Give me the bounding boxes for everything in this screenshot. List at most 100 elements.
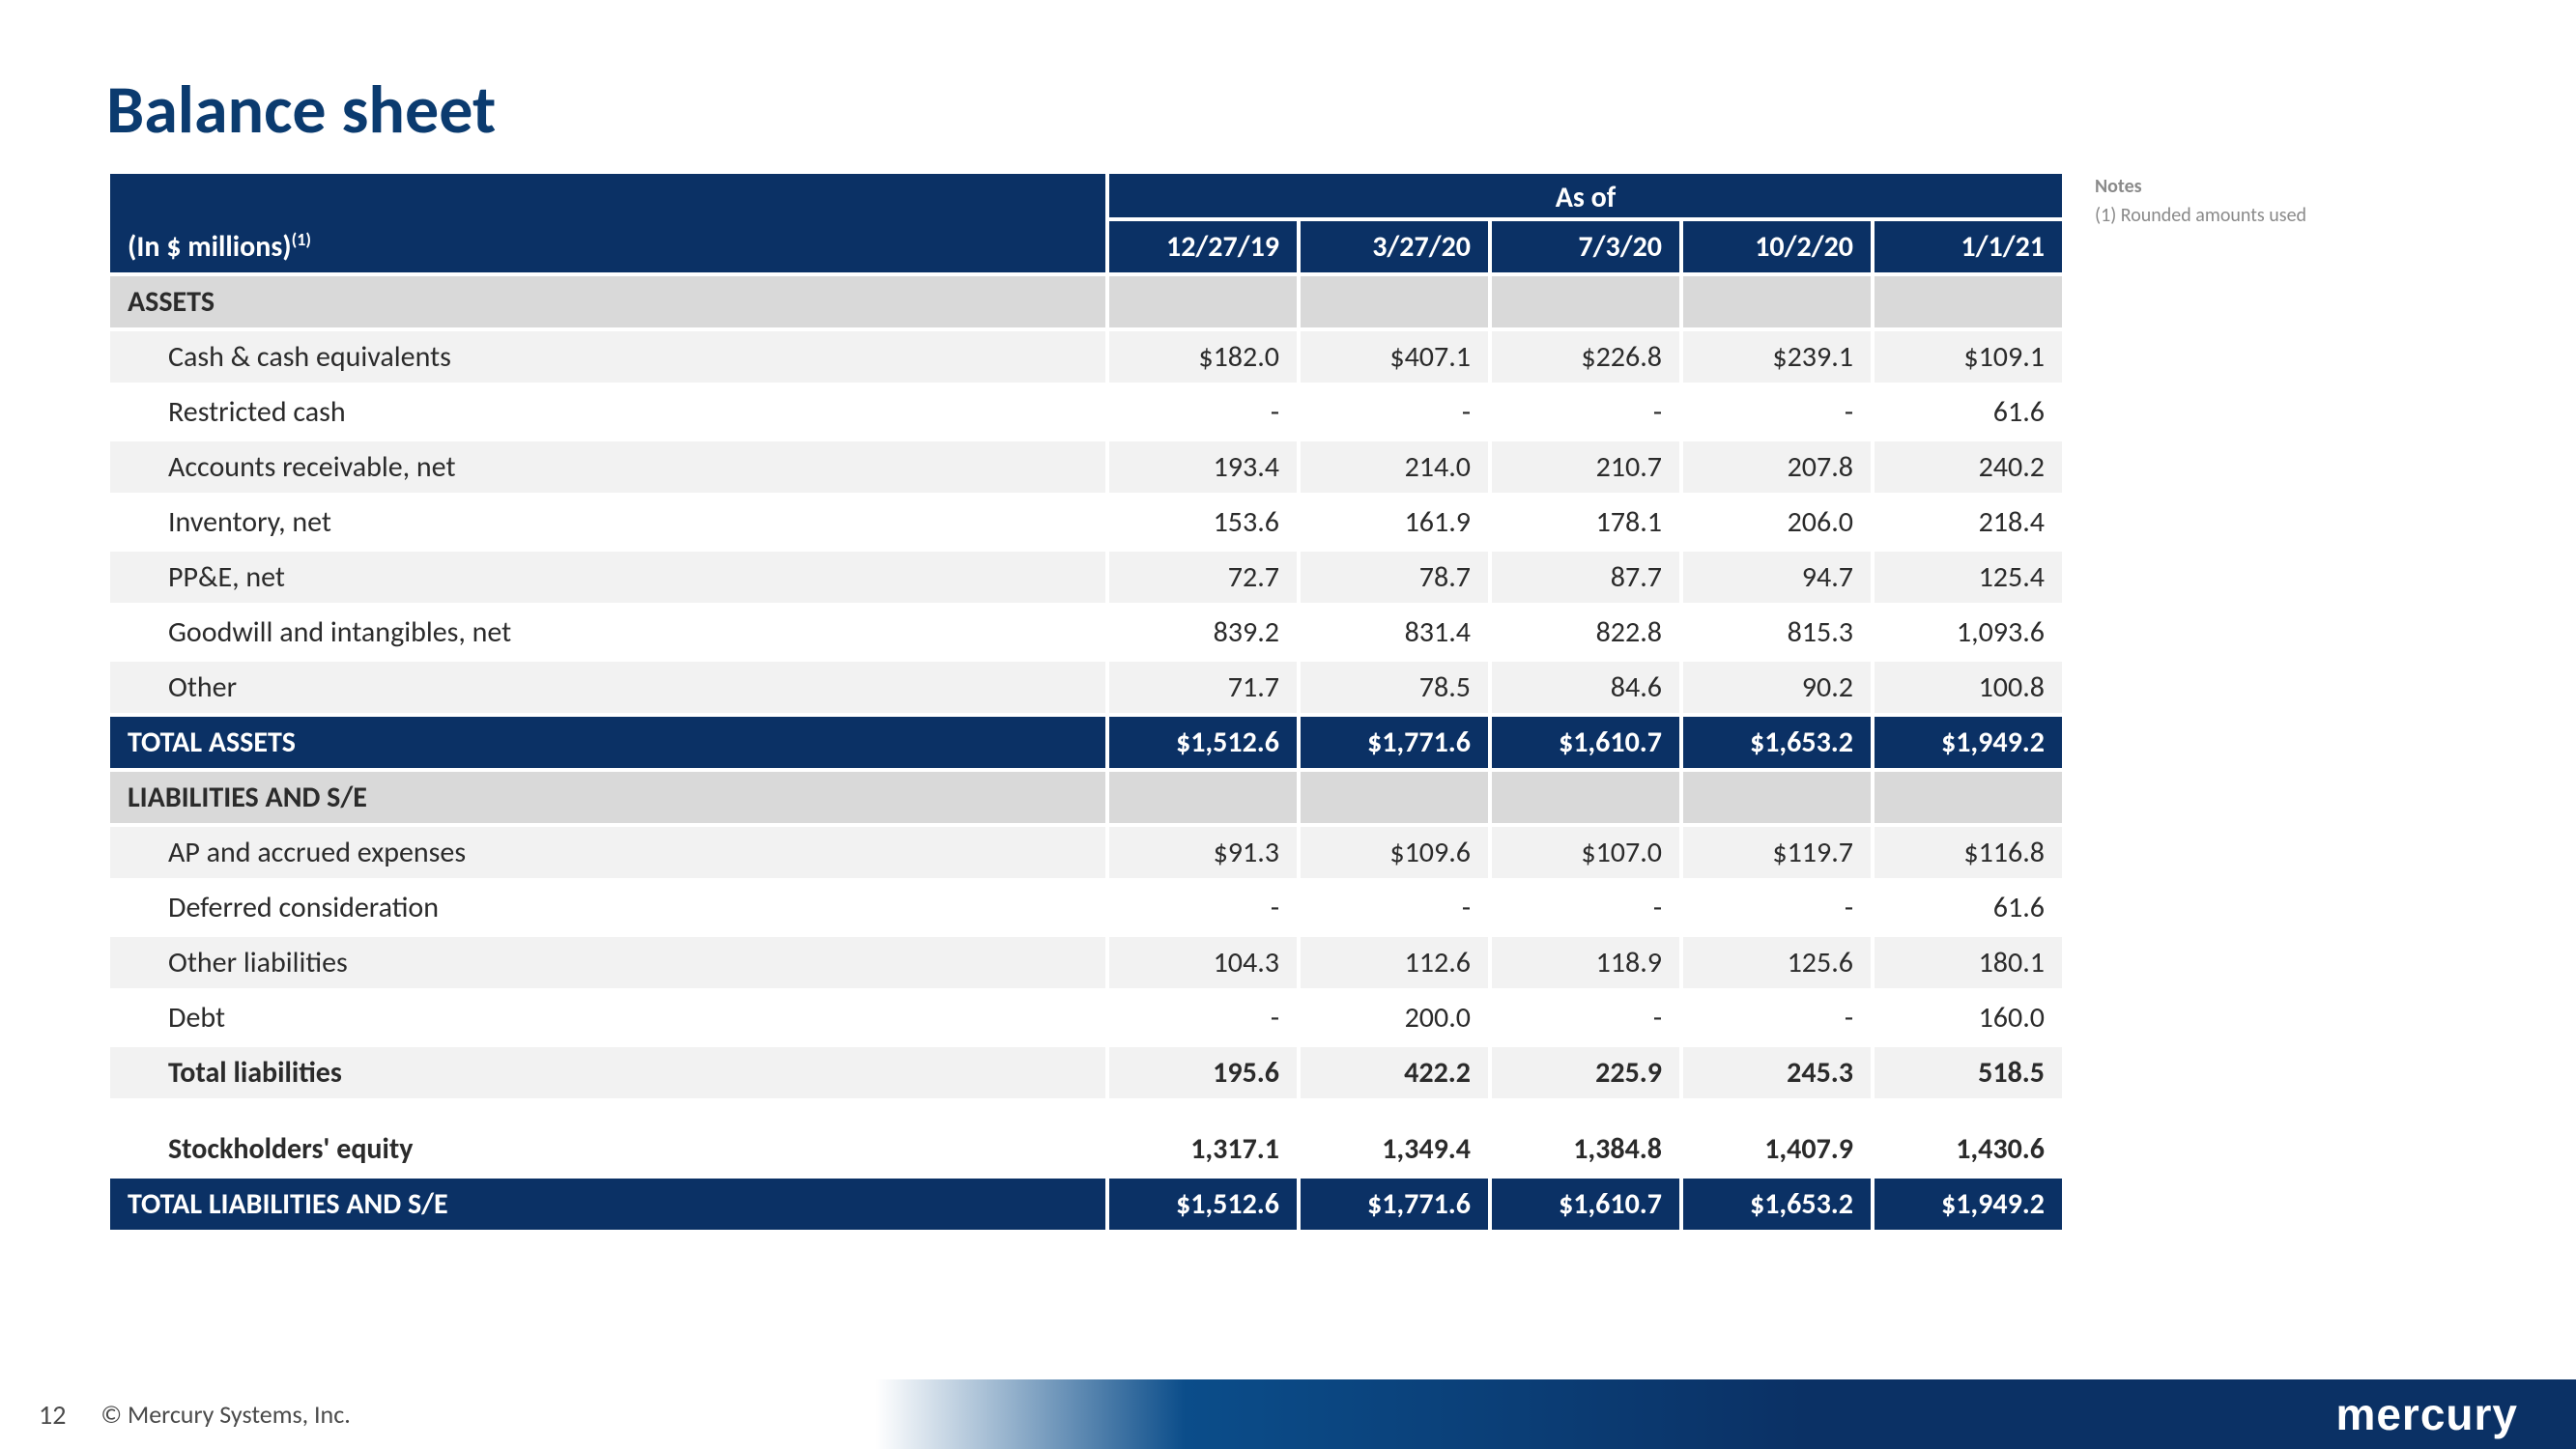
total-value: $1,771.6 — [1301, 717, 1488, 768]
row-value: 193.4 — [1109, 441, 1297, 493]
row-value: 815.3 — [1683, 607, 1871, 658]
row-value: - — [1492, 882, 1679, 933]
page-number: 12 — [39, 1398, 66, 1432]
row-value: $91.3 — [1109, 827, 1297, 878]
slide: Balance sheet (In $ millions)(1)As of12/… — [0, 0, 2576, 1449]
row-value: - — [1492, 992, 1679, 1043]
row-value: 78.7 — [1301, 552, 1488, 603]
total-value: $1,610.7 — [1492, 1179, 1679, 1230]
notes-panel: Notes (1) Rounded amounts used — [2095, 170, 2346, 230]
section-header-cell — [1492, 276, 1679, 327]
total-value: $1,771.6 — [1301, 1179, 1488, 1230]
row-value: $407.1 — [1301, 331, 1488, 383]
row-value: - — [1683, 882, 1871, 933]
row-value: 210.7 — [1492, 441, 1679, 493]
row-value: 160.0 — [1875, 992, 2062, 1043]
row-value: 94.7 — [1683, 552, 1871, 603]
section-header-cell — [1875, 276, 2062, 327]
section-header-cell — [1301, 772, 1488, 823]
row-value: - — [1109, 386, 1297, 438]
row-value: 84.6 — [1492, 662, 1679, 713]
row-value: - — [1301, 386, 1488, 438]
section-header-cell — [1109, 276, 1297, 327]
row-value: 218.4 — [1875, 497, 2062, 548]
row-value: 518.5 — [1875, 1047, 2062, 1098]
row-value: 100.8 — [1875, 662, 2062, 713]
note-item: (1) Rounded amounts used — [2095, 201, 2346, 230]
brand-logo: mercury — [2335, 1388, 2518, 1440]
row-value: - — [1301, 882, 1488, 933]
footer: 12 © Mercury Systems, Inc. mercury — [0, 1379, 2576, 1449]
row-value: 195.6 — [1109, 1047, 1297, 1098]
row-label: Other liabilities — [110, 937, 1105, 988]
row-value: 1,349.4 — [1301, 1123, 1488, 1175]
row-label: Stockholders' equity — [110, 1123, 1105, 1175]
row-value: 839.2 — [1109, 607, 1297, 658]
total-value: $1,512.6 — [1109, 717, 1297, 768]
total-value: $1,653.2 — [1683, 1179, 1871, 1230]
row-label: Total liabilities — [110, 1047, 1105, 1098]
section-header-cell — [1683, 276, 1871, 327]
row-value: - — [1683, 386, 1871, 438]
row-value: 1,430.6 — [1875, 1123, 2062, 1175]
content-row: (In $ millions)(1)As of12/27/193/27/207/… — [106, 170, 2470, 1234]
section-header-cell — [1301, 276, 1488, 327]
date-header: 12/27/19 — [1109, 221, 1297, 272]
row-value: 831.4 — [1301, 607, 1488, 658]
row-value: 240.2 — [1875, 441, 2062, 493]
section-header-cell — [1875, 772, 2062, 823]
date-header: 1/1/21 — [1875, 221, 2062, 272]
row-value: 118.9 — [1492, 937, 1679, 988]
total-value: $1,653.2 — [1683, 717, 1871, 768]
date-header: 7/3/20 — [1492, 221, 1679, 272]
total-value: $1,610.7 — [1492, 717, 1679, 768]
row-value: 1,407.9 — [1683, 1123, 1871, 1175]
row-value: $226.8 — [1492, 331, 1679, 383]
row-value: 180.1 — [1875, 937, 2062, 988]
row-value: $107.0 — [1492, 827, 1679, 878]
section-header: LIABILITIES AND S/E — [110, 772, 1105, 823]
total-label: TOTAL ASSETS — [110, 717, 1105, 768]
section-header-cell — [1492, 772, 1679, 823]
row-value: 90.2 — [1683, 662, 1871, 713]
row-label: PP&E, net — [110, 552, 1105, 603]
row-label: Goodwill and intangibles, net — [110, 607, 1105, 658]
row-value: 78.5 — [1301, 662, 1488, 713]
balance-sheet-table-wrap: (In $ millions)(1)As of12/27/193/27/207/… — [106, 170, 2066, 1234]
row-value: 104.3 — [1109, 937, 1297, 988]
row-label: Inventory, net — [110, 497, 1105, 548]
row-value: 61.6 — [1875, 386, 2062, 438]
row-value: 112.6 — [1301, 937, 1488, 988]
row-label: Cash & cash equivalents — [110, 331, 1105, 383]
row-label: Other — [110, 662, 1105, 713]
row-label: Deferred consideration — [110, 882, 1105, 933]
row-value: 61.6 — [1875, 882, 2062, 933]
row-value: 225.9 — [1492, 1047, 1679, 1098]
row-value: 245.3 — [1683, 1047, 1871, 1098]
units-header: (In $ millions)(1) — [110, 174, 1105, 272]
row-value: $116.8 — [1875, 827, 2062, 878]
row-value: - — [1492, 386, 1679, 438]
total-value: $1,949.2 — [1875, 1179, 2062, 1230]
row-value: 1,093.6 — [1875, 607, 2062, 658]
page-title: Balance sheet — [106, 68, 2470, 151]
row-value: - — [1683, 992, 1871, 1043]
row-value: 207.8 — [1683, 441, 1871, 493]
row-value: 1,317.1 — [1109, 1123, 1297, 1175]
notes-list: (1) Rounded amounts used — [2095, 201, 2346, 230]
row-value: 1,384.8 — [1492, 1123, 1679, 1175]
row-value: 87.7 — [1492, 552, 1679, 603]
date-header: 3/27/20 — [1301, 221, 1488, 272]
row-value: 153.6 — [1109, 497, 1297, 548]
row-value: 125.4 — [1875, 552, 2062, 603]
row-value: - — [1109, 992, 1297, 1043]
row-label: AP and accrued expenses — [110, 827, 1105, 878]
asof-header: As of — [1109, 174, 2062, 217]
balance-sheet-table: (In $ millions)(1)As of12/27/193/27/207/… — [106, 170, 2066, 1234]
row-value: 125.6 — [1683, 937, 1871, 988]
section-header: ASSETS — [110, 276, 1105, 327]
copyright: © Mercury Systems, Inc. — [100, 1399, 350, 1430]
row-value: 822.8 — [1492, 607, 1679, 658]
total-value: $1,949.2 — [1875, 717, 2062, 768]
row-value: $239.1 — [1683, 331, 1871, 383]
